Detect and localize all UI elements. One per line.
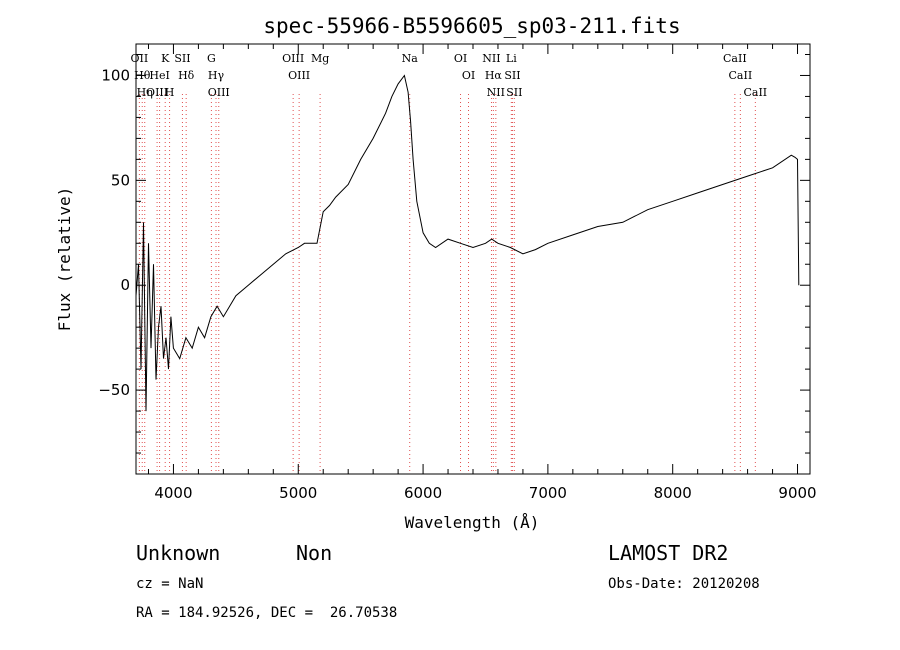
line-marker-label: CaII [729,69,753,82]
line-marker-label: OI [462,69,475,82]
line-marker-label: NII [487,86,505,99]
x-tick-label: 9000 [778,484,816,502]
line-marker-label: Na [402,52,419,65]
ra-dec-coordinates: RA = 184.92526, DEC = 26.70538 [136,605,398,621]
survey-name: LAMOST DR2 [608,541,729,565]
x-axis-label: Wavelength (Å) [405,513,540,532]
line-marker-label: CaII [743,86,767,99]
line-marker-label: OIII [282,52,304,65]
plot-frame [135,43,811,475]
line-marker-label: K [161,52,170,65]
chart-title: spec-55966-B5596605_sp03-211.fits [263,14,680,38]
line-marker-label: SII [504,69,520,82]
observation-date: Obs-Date: 20120208 [608,576,760,592]
line-marker-label: Hδ [178,69,195,82]
line-marker-label: H [165,86,175,99]
y-axis-ticks: −50 0 50 100 [98,53,810,454]
x-tick-label: 4000 [154,484,192,502]
y-tick-label: 100 [101,66,130,84]
x-tick-label: 5000 [279,484,317,502]
x-tick-label: 8000 [654,484,692,502]
line-marker-label: Hγ [208,69,225,82]
x-tick-label: 7000 [529,484,567,502]
x-axis-ticks: 4000 5000 6000 7000 8000 9000 [147,44,817,502]
y-tick-label: 0 [120,276,130,294]
line-marker-label: OIII [146,86,168,99]
y-tick-label: −50 [98,381,130,399]
line-marker-label: G [207,52,216,65]
object-class: Unknown [136,541,221,565]
line-marker-label: OI [454,52,467,65]
line-marker-label: Hα [485,69,503,82]
spectrum-line [135,74,800,412]
x-tick-label: 6000 [404,484,442,502]
line-marker-label: OIII [208,86,230,99]
line-marker-label: Li [506,52,517,65]
redshift-cz: cz = NaN [136,576,204,592]
object-subclass: Non [296,541,333,565]
y-tick-label: 50 [111,171,130,189]
line-marker-label: Hη [137,86,153,99]
line-marker-label: SII [506,86,522,99]
line-marker-label: SII [174,52,190,65]
line-marker-label: CaII [723,52,747,65]
line-marker-label: Mg [311,52,329,65]
line-marker-label: OII [131,52,149,65]
line-marker-label: OIII [288,69,310,82]
line-marker-label: HeI [149,69,169,82]
y-axis-label: Flux (relative) [55,187,74,332]
line-markers [138,94,756,474]
line-marker-label: NII [482,52,500,65]
